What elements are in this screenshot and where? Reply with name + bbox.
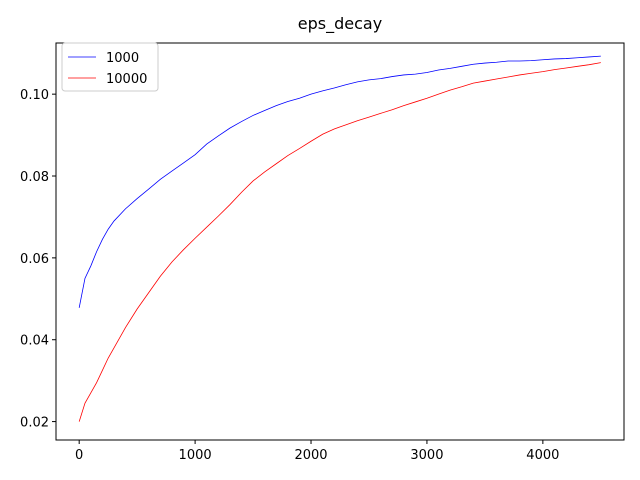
y-tick-label: 0.10 <box>20 88 49 103</box>
x-tick-label: 3000 <box>410 448 443 463</box>
series-line-1 <box>78 55 601 308</box>
y-tick-label: 0.06 <box>20 252 49 267</box>
legend: 1000 10000 <box>61 42 159 92</box>
y-tick-label: 0.04 <box>20 334 49 349</box>
y-axis-ticks: 0.02 0.04 0.06 0.08 0.10 <box>20 88 56 431</box>
x-axis-ticks: 0 1000 2000 3000 4000 <box>75 440 559 463</box>
legend-label-series-1: 1000 <box>106 51 139 66</box>
series-line-2 <box>78 62 601 422</box>
x-tick-label: 1000 <box>179 448 212 463</box>
x-tick-label: 0 <box>75 448 83 463</box>
y-tick-label: 0.02 <box>20 416 49 431</box>
legend-box <box>61 42 159 92</box>
y-tick-label: 0.08 <box>20 170 49 185</box>
x-tick-label: 2000 <box>294 448 327 463</box>
legend-label-series-2: 10000 <box>106 72 147 87</box>
chart-title: eps_decay <box>298 14 382 34</box>
series-layer <box>78 55 601 422</box>
plot-area-frame <box>55 42 625 441</box>
x-tick-label: 4000 <box>526 448 559 463</box>
